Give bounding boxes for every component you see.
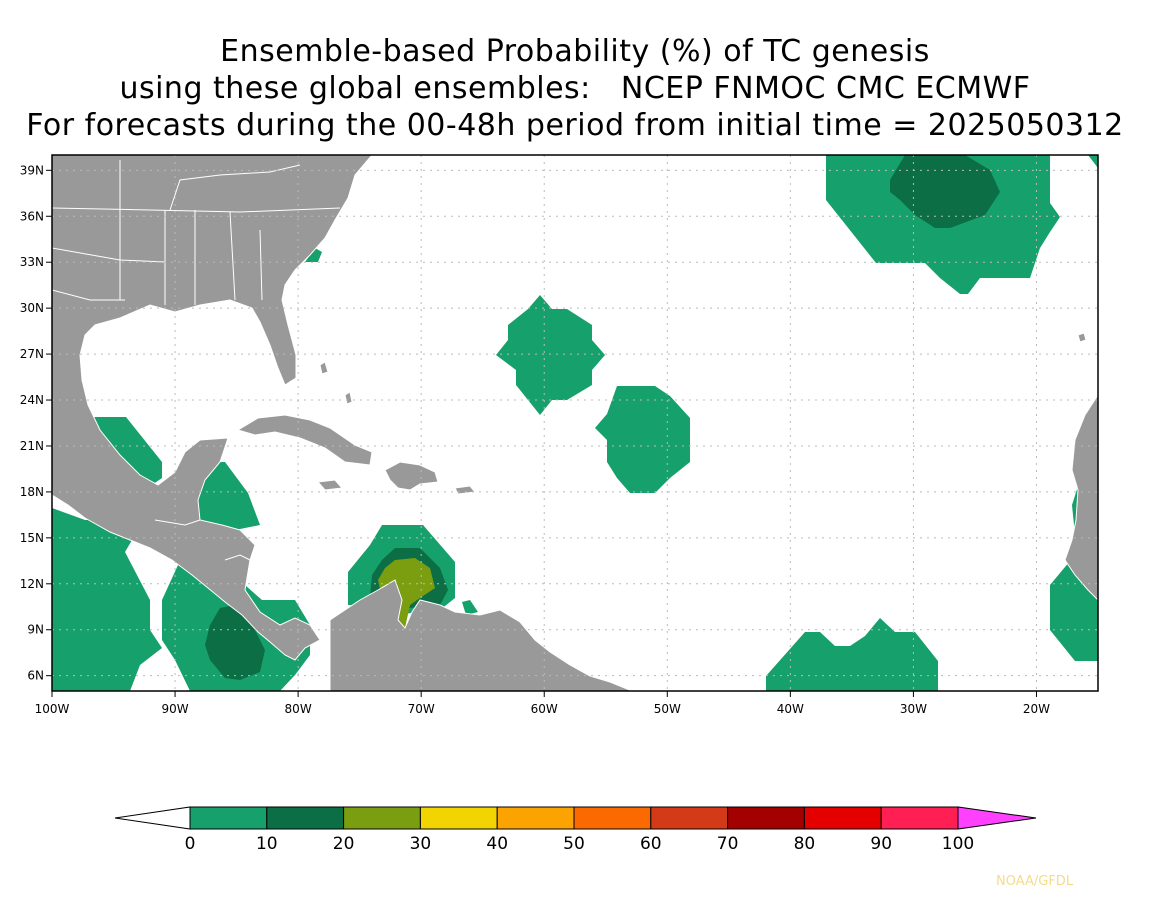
colorbar-segment-8 xyxy=(803,806,882,830)
colorbar-over-arrow xyxy=(957,806,1037,830)
colorbar-label-90: 90 xyxy=(870,834,892,854)
title-line-2: using these global ensembles: NCEP FNMOC… xyxy=(119,71,1031,106)
colorbar-label-70: 70 xyxy=(717,834,739,854)
colorbar-label-30: 30 xyxy=(410,834,432,854)
latitude-labels: 39N 36N 33N 30N 27N 24N 21N 18N 15N 12N 9N 6N xyxy=(20,163,52,683)
colorbar-label-10: 10 xyxy=(256,834,278,854)
lat-label-36N: 36N xyxy=(20,209,44,223)
land-bahamas xyxy=(319,361,353,405)
prob-area-caribbean-east xyxy=(462,600,478,615)
longitude-labels: 100W 90W 80W 70W 60W 50W 40W 30W 20W xyxy=(35,691,1050,716)
land-north-america xyxy=(52,155,373,661)
credit-label: NOAA/GFDL xyxy=(996,874,1074,889)
lon-label-30W: 30W xyxy=(900,702,927,716)
colorbar-segment-9 xyxy=(880,806,959,830)
colorbar-segment-5 xyxy=(573,806,652,830)
lat-label-27N: 27N xyxy=(20,347,44,361)
prob-area-ne-atlantic-10-20 xyxy=(890,155,1000,228)
prob-area-central-atlantic-north xyxy=(496,295,605,415)
land-hispaniola xyxy=(384,461,439,491)
lat-label-21N: 21N xyxy=(20,439,44,453)
map-frame xyxy=(51,154,1099,692)
lat-label-30N: 30N xyxy=(20,301,44,315)
lon-label-60W: 60W xyxy=(531,702,558,716)
title-line-1: Ensemble-based Probability (%) of TC gen… xyxy=(220,34,930,69)
colorbar-label-20: 20 xyxy=(333,834,355,854)
prob-area-yucatan xyxy=(190,462,260,530)
colorbar-segment-3 xyxy=(419,806,498,830)
prob-area-top-right-corner xyxy=(1088,155,1098,168)
colorbar-segment-6 xyxy=(650,806,729,830)
lon-label-90W: 90W xyxy=(161,702,188,716)
lon-label-50W: 50W xyxy=(654,702,681,716)
lat-label-9N: 9N xyxy=(27,623,44,637)
colorbar-segment-1 xyxy=(266,806,345,830)
land-jamaica xyxy=(316,479,344,491)
lat-label-18N: 18N xyxy=(20,485,44,499)
lon-label-100W: 100W xyxy=(35,702,70,716)
colorbar-label-0: 0 xyxy=(185,834,196,854)
land-cuba xyxy=(236,414,373,466)
political-borders xyxy=(52,160,341,561)
prob-area-us-coast xyxy=(305,248,322,262)
lat-label-39N: 39N xyxy=(20,163,44,177)
colorbar-segment-7 xyxy=(727,806,805,830)
prob-area-pacific-west xyxy=(52,508,162,691)
title-line-3: For forecasts during the 00-48h period f… xyxy=(26,108,1124,143)
colorbar-segment-2 xyxy=(343,806,421,830)
prob-area-central-atlantic-south xyxy=(595,386,690,493)
colorbar-segment-4 xyxy=(496,806,575,830)
lat-label-15N: 15N xyxy=(20,531,44,545)
lon-label-80W: 80W xyxy=(285,702,312,716)
lat-label-33N: 33N xyxy=(20,255,44,269)
colorbar-label-60: 60 xyxy=(640,834,662,854)
colorbar-label-40: 40 xyxy=(486,834,508,854)
lon-label-20W: 20W xyxy=(1023,702,1050,716)
colorbar-label-50: 50 xyxy=(563,834,585,854)
lat-label-24N: 24N xyxy=(20,393,44,407)
land-canary xyxy=(1077,332,1087,343)
probability-shading xyxy=(52,155,1098,691)
colorbar: 0 10 20 30 40 50 60 70 80 90 100 xyxy=(114,806,1037,854)
colorbar-segment-0 xyxy=(189,806,268,830)
colorbar-under-arrow xyxy=(114,806,191,830)
lat-label-12N: 12N xyxy=(20,577,44,591)
lon-label-40W: 40W xyxy=(777,702,804,716)
lon-label-70W: 70W xyxy=(408,702,435,716)
lat-label-6N: 6N xyxy=(27,669,44,683)
gridlines xyxy=(52,155,1098,691)
colorbar-label-100: 100 xyxy=(942,834,974,854)
prob-area-tropical-atlantic-south xyxy=(766,618,938,691)
colorbar-label-80: 80 xyxy=(794,834,816,854)
